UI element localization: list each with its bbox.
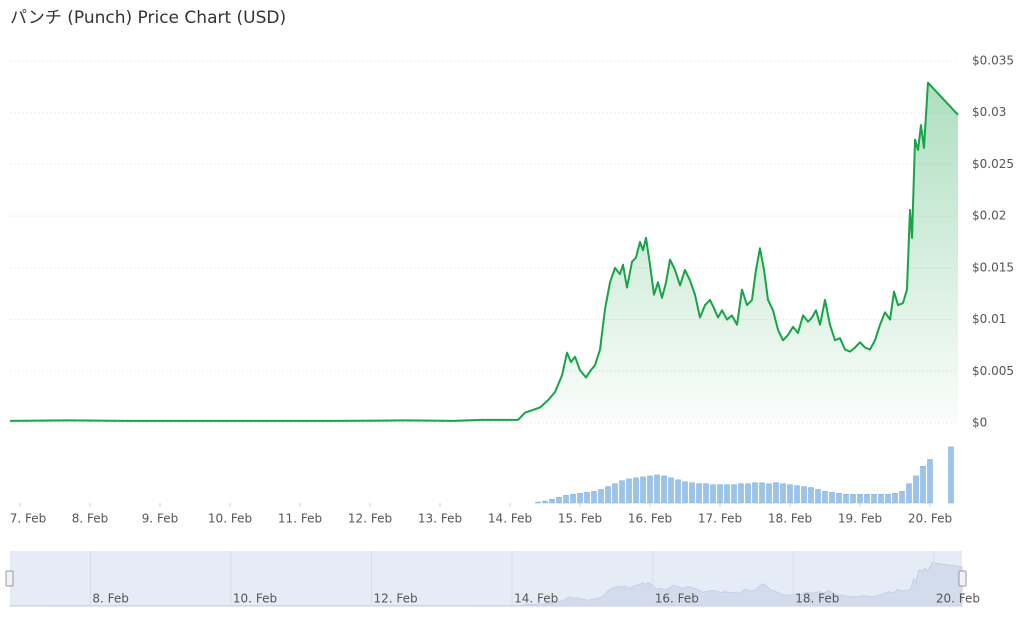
x-tick-label: 12. Feb bbox=[348, 512, 392, 526]
volume-bar bbox=[605, 486, 611, 504]
volume-bar bbox=[913, 475, 919, 504]
volume-bar bbox=[738, 483, 744, 504]
navigator-tick-label: 16. Feb bbox=[655, 592, 699, 606]
volume-bar bbox=[703, 483, 709, 504]
volume-bar bbox=[780, 483, 786, 504]
volume-bar bbox=[745, 483, 751, 504]
y-tick-label: $0.035 bbox=[972, 54, 1014, 68]
volume-bar bbox=[794, 485, 800, 504]
x-tick-label: 13. Feb bbox=[418, 512, 462, 526]
volume-bar bbox=[668, 477, 674, 504]
navigator-tick-label: 14. Feb bbox=[514, 592, 558, 606]
volume-bar bbox=[724, 484, 730, 504]
volume-bar bbox=[843, 494, 849, 504]
volume-bar bbox=[654, 474, 660, 504]
y-tick-label: $0.025 bbox=[972, 157, 1014, 171]
volume-bar bbox=[710, 484, 716, 504]
volume-bar bbox=[766, 483, 772, 504]
navigator-tick-label: 18. Feb bbox=[795, 592, 839, 606]
volume-bar bbox=[577, 493, 583, 504]
navigator-handle[interactable] bbox=[958, 570, 967, 587]
x-tick-label: 7. Feb bbox=[10, 512, 47, 526]
volume-bar bbox=[927, 459, 933, 504]
volume-bar bbox=[829, 492, 835, 504]
navigator-handle[interactable] bbox=[5, 570, 14, 587]
y-tick-label: $0.015 bbox=[972, 260, 1014, 274]
volume-bar bbox=[801, 486, 807, 504]
volume-bar bbox=[556, 496, 562, 504]
x-tick-label: 18. Feb bbox=[768, 512, 812, 526]
y-tick-label: $0.01 bbox=[972, 312, 1006, 326]
y-tick-label: $0.005 bbox=[972, 364, 1014, 378]
volume-bar bbox=[647, 475, 653, 504]
volume-bar bbox=[906, 483, 912, 504]
x-tick-label: 16. Feb bbox=[628, 512, 672, 526]
volume-bar bbox=[535, 501, 541, 504]
volume-bar bbox=[759, 482, 765, 504]
x-tick-label: 9. Feb bbox=[142, 512, 179, 526]
x-tick-label: 14. Feb bbox=[488, 512, 532, 526]
x-tick-label: 8. Feb bbox=[72, 512, 109, 526]
volume-bar bbox=[948, 446, 954, 504]
volume-bar bbox=[871, 494, 877, 504]
volume-bar bbox=[857, 494, 863, 504]
volume-bar bbox=[815, 489, 821, 504]
volume-bar bbox=[682, 481, 688, 504]
volume-bar bbox=[885, 494, 891, 504]
volume-bar bbox=[640, 476, 646, 504]
volume-bar bbox=[920, 466, 926, 504]
volume-bar bbox=[892, 493, 898, 504]
navigator-tick-label: 12. Feb bbox=[374, 592, 418, 606]
volume-bar bbox=[633, 477, 639, 504]
x-tick-label: 10. Feb bbox=[208, 512, 252, 526]
volume-bar bbox=[717, 484, 723, 504]
volume-bar bbox=[731, 484, 737, 504]
navigator-tick-label: 8. Feb bbox=[92, 592, 129, 606]
volume-bar bbox=[822, 491, 828, 504]
volume-bar bbox=[626, 478, 632, 504]
y-tick-label: $0 bbox=[972, 416, 987, 430]
x-tick-label: 15. Feb bbox=[558, 512, 602, 526]
volume-bar bbox=[661, 475, 667, 504]
volume-bar bbox=[542, 500, 548, 504]
volume-bar bbox=[878, 494, 884, 504]
volume-bar bbox=[808, 487, 814, 504]
volume-bar bbox=[850, 494, 856, 504]
volume-bar bbox=[752, 482, 758, 504]
volume-bar bbox=[899, 491, 905, 504]
x-tick-label: 20. Feb bbox=[908, 512, 952, 526]
volume-bar bbox=[787, 484, 793, 504]
volume-bar bbox=[612, 483, 618, 504]
volume-bar bbox=[563, 495, 569, 504]
volume-bar bbox=[598, 489, 604, 504]
volume-bar bbox=[864, 494, 870, 504]
volume-bar bbox=[696, 483, 702, 504]
volume-bar bbox=[773, 482, 779, 504]
volume-bar bbox=[549, 498, 555, 504]
volume-bar bbox=[836, 493, 842, 504]
x-tick-label: 11. Feb bbox=[278, 512, 322, 526]
volume-bar bbox=[591, 491, 597, 504]
x-tick-label: 17. Feb bbox=[698, 512, 742, 526]
y-tick-label: $0.02 bbox=[972, 209, 1006, 223]
navigator-tick-label: 10. Feb bbox=[233, 592, 277, 606]
price-line bbox=[9, 81, 959, 422]
y-tick-label: $0.03 bbox=[972, 105, 1006, 119]
volume-bar bbox=[675, 479, 681, 504]
x-tick-label: 19. Feb bbox=[838, 512, 882, 526]
price-area bbox=[10, 82, 958, 423]
volume-bar bbox=[689, 482, 695, 504]
chart-title: パンチ (Punch) Price Chart (USD) bbox=[10, 8, 286, 28]
navigator-tick-label: 20. Feb bbox=[936, 592, 980, 606]
volume-bar bbox=[570, 494, 576, 504]
volume-bar bbox=[584, 492, 590, 504]
navigator-area bbox=[9, 562, 963, 607]
volume-bar bbox=[619, 480, 625, 504]
